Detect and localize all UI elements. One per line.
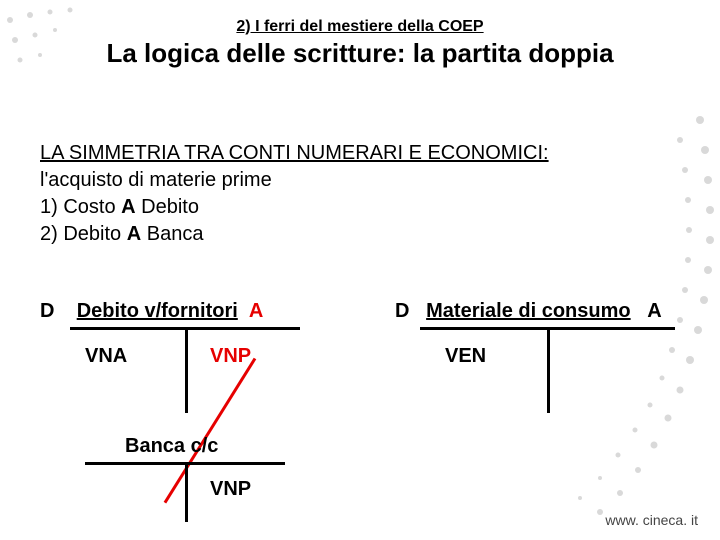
t-vertical-bar	[185, 327, 188, 413]
t-cell-vnp: VNP	[210, 345, 251, 368]
t-account-header: Banca c/c	[115, 435, 335, 458]
slide-title: La logica delle scritture: la partita do…	[0, 38, 720, 69]
footer-url: www. cineca. it	[605, 512, 698, 528]
section-label: 2) I ferri del mestiere della COEP	[0, 18, 720, 36]
t-account-title: Debito v/fornitori	[77, 300, 238, 322]
body-text: LA SIMMETRIA TRA CONTI NUMERARI E ECONOM…	[40, 140, 680, 248]
t-label-a: A	[647, 300, 661, 322]
t-label-a: A	[249, 300, 263, 322]
t-label-d: D	[395, 300, 409, 322]
t-account-banca: Banca c/c VNP	[115, 435, 335, 528]
t-cell-vna: VNA	[85, 345, 127, 368]
t-vertical-bar	[185, 462, 188, 522]
symmetry-heading: LA SIMMETRIA TRA CONTI NUMERARI E ECONOM…	[40, 142, 549, 164]
t-account-title: Materiale di consumo	[426, 300, 631, 322]
t-account-header: D Debito v/fornitori A	[40, 300, 330, 323]
entry-line-2: 2) Debito A Banca	[40, 221, 680, 248]
slide: 2) I ferri del mestiere della COEP La lo…	[0, 0, 720, 540]
content-area: 2) I ferri del mestiere della COEP La lo…	[0, 0, 720, 540]
t-account-header: D Materiale di consumo A	[395, 300, 705, 323]
t-account-materiale: D Materiale di consumo A VEN	[395, 300, 705, 413]
t-vertical-bar	[547, 327, 550, 413]
t-cell-vnp: VNP	[210, 478, 251, 501]
t-account-debito-fornitori: D Debito v/fornitori A VNA VNP	[40, 300, 330, 413]
t-cell-ven: VEN	[445, 345, 486, 368]
t-label-d: D	[40, 300, 54, 322]
entry-line-1: 1) Costo A Debito	[40, 194, 680, 221]
example-label: l'acquisto di materie prime	[40, 167, 680, 194]
t-account-title: Banca c/c	[125, 435, 218, 457]
